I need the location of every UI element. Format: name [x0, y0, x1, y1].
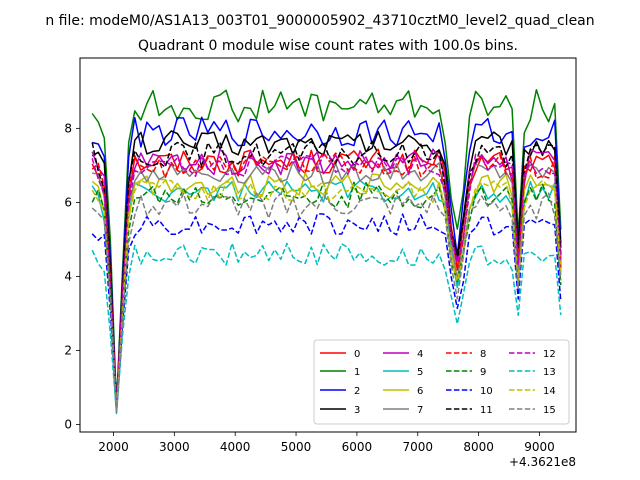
- x-tick-label: 4000: [220, 440, 251, 454]
- legend-label-2: 2: [354, 386, 360, 397]
- series-line-13: [91, 242, 562, 415]
- legend-label-11: 11: [480, 405, 493, 416]
- x-axis-offset-label: +4.3621e8: [509, 455, 576, 469]
- series-line-14: [91, 179, 562, 412]
- series-line-11: [91, 140, 562, 410]
- legend-label-12: 12: [543, 349, 556, 360]
- series-line-8: [91, 151, 562, 410]
- x-tick-label: 6000: [342, 440, 373, 454]
- x-tick-label: 7000: [402, 440, 433, 454]
- chart-title: Quadrant 0 module wise count rates with …: [138, 38, 518, 54]
- y-axis-ticks: 0 2 4 6 8: [64, 121, 80, 432]
- x-tick-label: 8000: [463, 440, 494, 454]
- legend-label-10: 10: [480, 386, 493, 397]
- legend-label-3: 3: [354, 405, 360, 416]
- figure-suptitle: n file: modeM0/AS1A13_003T01_9000005902_…: [45, 13, 594, 29]
- y-tick-label: 2: [64, 344, 72, 358]
- legend-label-14: 14: [543, 386, 556, 397]
- y-tick-label: 4: [64, 269, 72, 283]
- legend-label-1: 1: [354, 367, 360, 378]
- legend-label-8: 8: [480, 349, 486, 360]
- plot-frame: [79, 57, 577, 433]
- legend-label-13: 13: [543, 367, 556, 378]
- legend-label-15: 15: [543, 405, 556, 416]
- series-line-1: [91, 88, 562, 407]
- series-line-3: [91, 130, 562, 408]
- legend-frame: [313, 339, 570, 425]
- series-line-4: [91, 148, 562, 410]
- x-tick-label: 3000: [159, 440, 190, 454]
- series-line-12: [91, 153, 562, 410]
- x-tick-label: 5000: [281, 440, 312, 454]
- legend-label-6: 6: [417, 386, 423, 397]
- legend-label-7: 7: [417, 405, 423, 416]
- x-tick-label: 9000: [524, 440, 555, 454]
- x-axis-ticks: 2000 3000 4000 5000 6000 7000 8000 9000: [98, 432, 555, 454]
- series-line-10: [91, 213, 562, 414]
- legend-label-0: 0: [354, 349, 360, 360]
- series-line-15: [91, 192, 562, 413]
- series-lines: [91, 88, 562, 415]
- legend-label-5: 5: [417, 367, 423, 378]
- y-tick-label: 0: [64, 418, 72, 432]
- y-tick-label: 8: [64, 121, 72, 135]
- y-tick-label: 6: [64, 195, 72, 209]
- legend-label-4: 4: [417, 349, 423, 360]
- x-tick-label: 2000: [98, 440, 129, 454]
- legend-label-9: 9: [480, 367, 486, 378]
